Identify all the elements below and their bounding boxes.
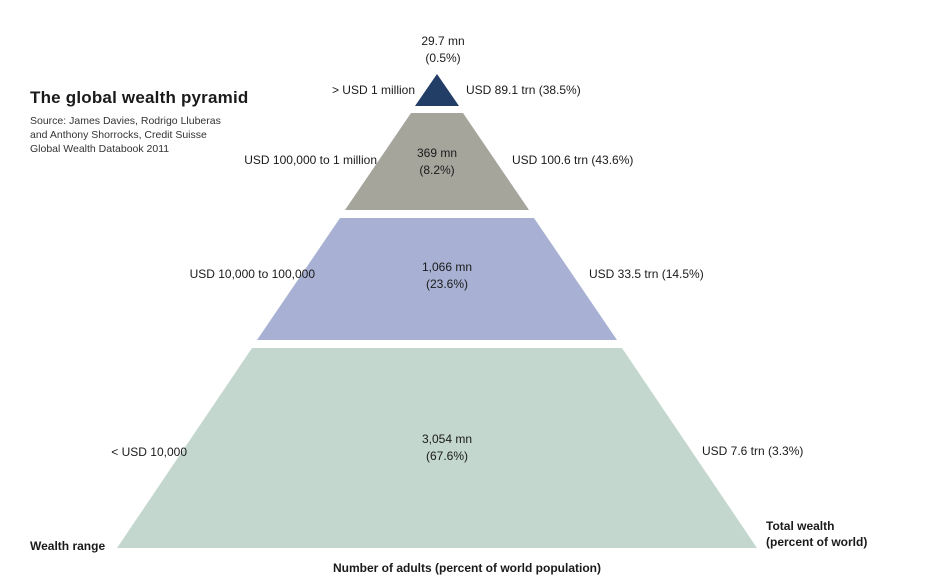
tier1-adults-label: 29.7 mn (0.5%) <box>421 33 464 67</box>
pyramid-tier-under-10k-shape <box>117 348 757 548</box>
source-line-3: Global Wealth Databook 2011 <box>30 143 170 155</box>
tier2-wealth-range-label: USD 100,000 to 1 million <box>244 153 377 167</box>
tier3-adults-percent: (23.6%) <box>425 277 469 291</box>
tier1-wealth-range-label: > USD 1 million <box>331 83 415 97</box>
wealth-range-axis-label: Wealth range <box>30 539 106 553</box>
pyramid-tier-millionaires-shape <box>415 74 459 106</box>
total-wealth-axis-label: Total wealth (percent of world) <box>766 518 867 550</box>
tier3-total-wealth-label: USD 33.5 trn (14.5%) <box>589 267 704 281</box>
tier2-total-wealth-label: USD 100.6 trn (43.6%) <box>512 153 634 167</box>
tier2-adults-label: 369 mn (8.2%) <box>417 145 457 179</box>
tier1-total-wealth-label: USD 89.1 trn (38.5%) <box>466 83 581 97</box>
tier3-wealth-range-label: USD 10,000 to 100,000 <box>189 267 315 281</box>
pyramid-tier-100k-1m-shape <box>345 113 529 210</box>
tier1-adults-percent: (0.5%) <box>425 51 461 65</box>
tier4-adults-percent: (67.6%) <box>425 449 469 463</box>
source-note: Source: James Davies, Rodrigo Lluberas a… <box>30 114 221 156</box>
tier4-wealth-range-label: < USD 10,000 <box>111 445 187 459</box>
source-line-2: and Anthony Shorrocks, Credit Suisse <box>30 129 207 141</box>
tier1-adults-count: 29.7 mn <box>421 34 465 48</box>
tier2-adults-count: 369 mn <box>416 146 458 160</box>
number-of-adults-axis-label: Number of adults (percent of world popul… <box>333 561 601 575</box>
tier3-adults-label: 1,066 mn (23.6%) <box>422 259 472 293</box>
chart-title: The global wealth pyramid <box>30 88 249 107</box>
total-wealth-axis-line2: (percent of world) <box>766 535 868 549</box>
source-line-1: Source: James Davies, Rodrigo Lluberas <box>30 115 221 127</box>
tier2-adults-percent: (8.2%) <box>419 163 455 177</box>
tier4-total-wealth-label: USD 7.6 trn (3.3%) <box>702 444 804 458</box>
pyramid-tier-10k-100k-shape <box>257 218 617 340</box>
tier4-adults-label: 3,054 mn (67.6%) <box>422 431 472 465</box>
total-wealth-axis-line1: Total wealth <box>766 519 835 533</box>
tier4-adults-count: 3,054 mn <box>421 432 473 446</box>
tier3-adults-count: 1,066 mn <box>421 260 473 274</box>
